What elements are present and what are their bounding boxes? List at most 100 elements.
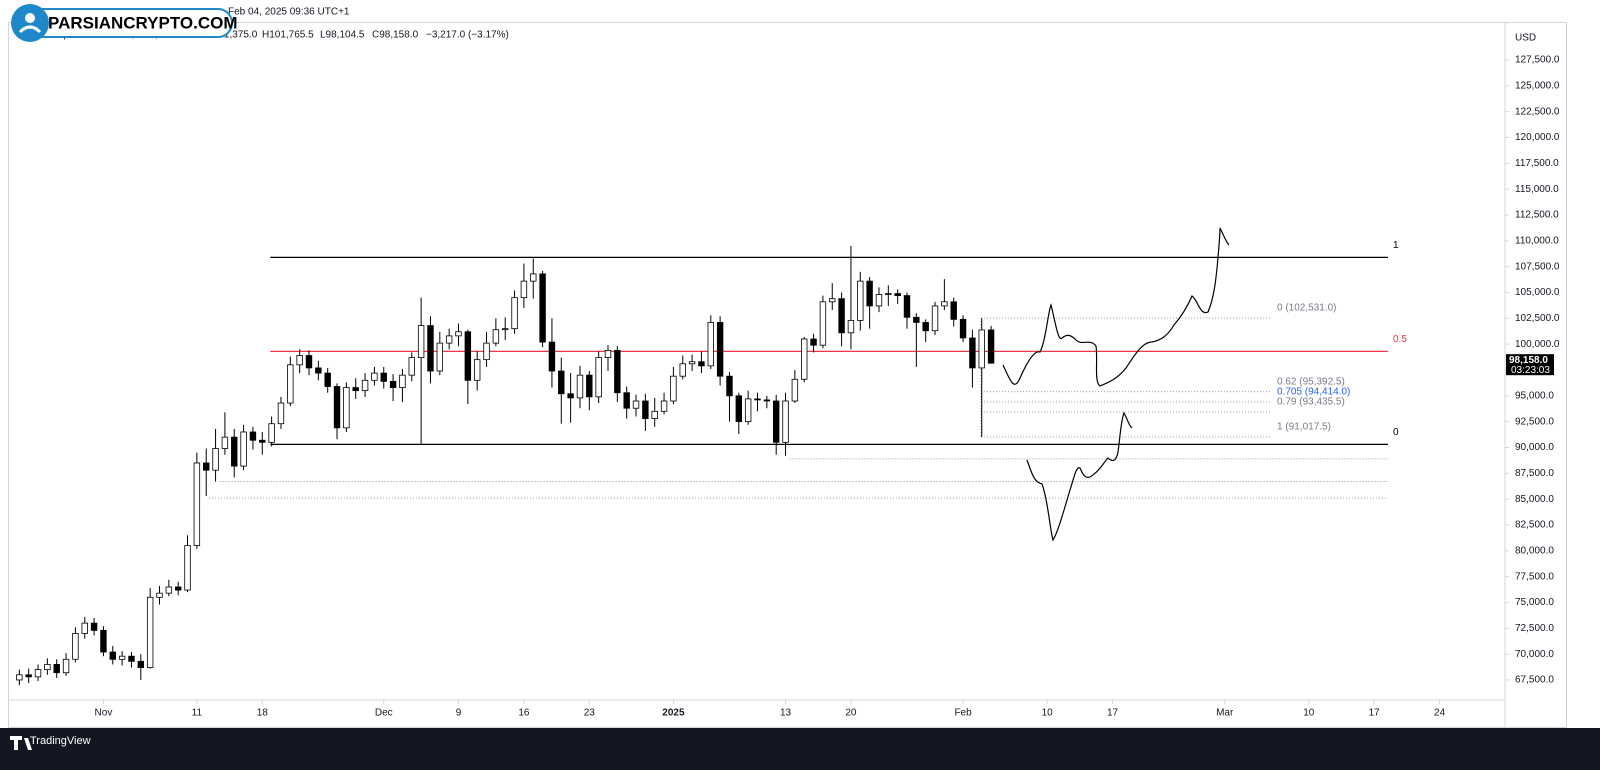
candle-body [156,592,163,598]
x-tick-label: Nov [95,708,113,719]
candle-body [324,372,331,387]
projection-path-down [1026,411,1133,542]
candle-body [875,294,883,307]
candle-body [100,629,107,653]
candle-body [885,293,892,295]
candle-body [352,387,359,392]
candle-body [417,325,425,358]
candle-body [445,335,453,344]
y-tick-label: 102,500.0 [1515,313,1560,324]
y-tick-label: 80,000.0 [1515,545,1554,556]
candle-body [558,370,565,395]
candle-body [866,280,873,307]
candle-body [969,337,976,369]
candle-body [203,462,210,471]
candle-body [146,596,154,668]
x-tick-label: 11 [192,708,203,719]
y-tick-label: 115,000.0 [1515,184,1559,195]
x-tick-label: Feb [954,708,972,719]
candle-body [259,439,266,443]
candle-body [174,586,182,591]
x-tick-label: Mar [1216,708,1234,719]
header-change: −3,217.0 (−3.17%) [426,30,509,41]
header-open: O101,375.0 [205,30,258,41]
candle-body [857,280,864,321]
candle-body [922,322,929,332]
candle-body [903,295,911,318]
candle-body [249,431,257,441]
x-tick-label: 9 [456,708,462,719]
range-level-label: 0.5 [1393,334,1407,345]
candle-body [539,273,546,343]
candle-body [34,669,42,678]
candle-body [399,374,406,388]
fib-label: 0.705 (94,414.0) [1277,387,1350,398]
candle-body [81,622,88,634]
candle-body [502,328,509,331]
candle-body [520,280,528,299]
x-tick-label: Dec [375,708,393,719]
y-tick-label: 110,000.0 [1515,235,1559,246]
hand-drawn-paths [1002,227,1230,542]
header-close: C98,158.0 [372,30,419,41]
candle-body [791,378,799,402]
candle-body [511,297,518,330]
candle-body [707,322,714,367]
candle-body [847,319,855,334]
candle-body [231,436,238,467]
candle-body [567,393,574,399]
candle-body [25,674,32,678]
footer-bar [0,728,1600,770]
candle-body [296,355,303,366]
candle-body [716,322,724,377]
candle-body [109,651,116,660]
fib-label: 0.62 (95,392.5) [1277,376,1345,387]
candle-body [959,318,967,339]
candle-body [548,341,556,372]
candle-body [530,273,537,282]
x-tick-label: 16 [518,708,530,719]
candle-body [679,363,686,377]
countdown-label: 03:23:03 [1511,365,1550,376]
x-tick-label: 10 [1042,708,1054,719]
brand-logo: PARSIANCRYPTO.COM [11,4,238,42]
x-tick-label: 17 [1107,708,1119,719]
candle-body [436,342,444,372]
candle-body [128,655,135,662]
candle-body [165,586,173,594]
fib-label: 1 (91,017.5) [1277,422,1331,433]
candle-body [473,359,481,381]
candle-body [380,372,387,382]
candle-body [604,349,612,358]
header-low: L98,104.5 [320,30,365,41]
x-tick-label: 10 [1303,708,1315,719]
candle-body [763,399,771,402]
candle-body [978,329,985,369]
y-tick-label: 67,500.0 [1515,675,1554,686]
candle-body [801,338,808,380]
y-tick-label: 72,500.0 [1515,623,1554,634]
candle-body [838,298,845,334]
currency-label: USD [1515,33,1536,44]
candle-body [193,462,201,547]
candle-body [576,374,584,399]
candle-body [212,448,219,471]
candle-body [632,400,640,409]
footer-brand: TradingView [30,735,91,747]
candle-body [670,375,677,402]
brand-text: PARSIANCRYPTO.COM [48,13,238,32]
candle-body [492,329,500,344]
projection-path-up [1002,227,1230,387]
candle-body [744,398,752,423]
y-tick-label: 107,500.0 [1515,261,1560,272]
x-tick-label: 17 [1369,708,1381,719]
x-tick-label: 18 [257,708,269,719]
x-tick-label: 13 [780,708,792,719]
candle-body [987,329,995,364]
y-tick-label: 120,000.0 [1515,132,1560,143]
candle-body [595,357,602,398]
candle-body [782,400,789,443]
